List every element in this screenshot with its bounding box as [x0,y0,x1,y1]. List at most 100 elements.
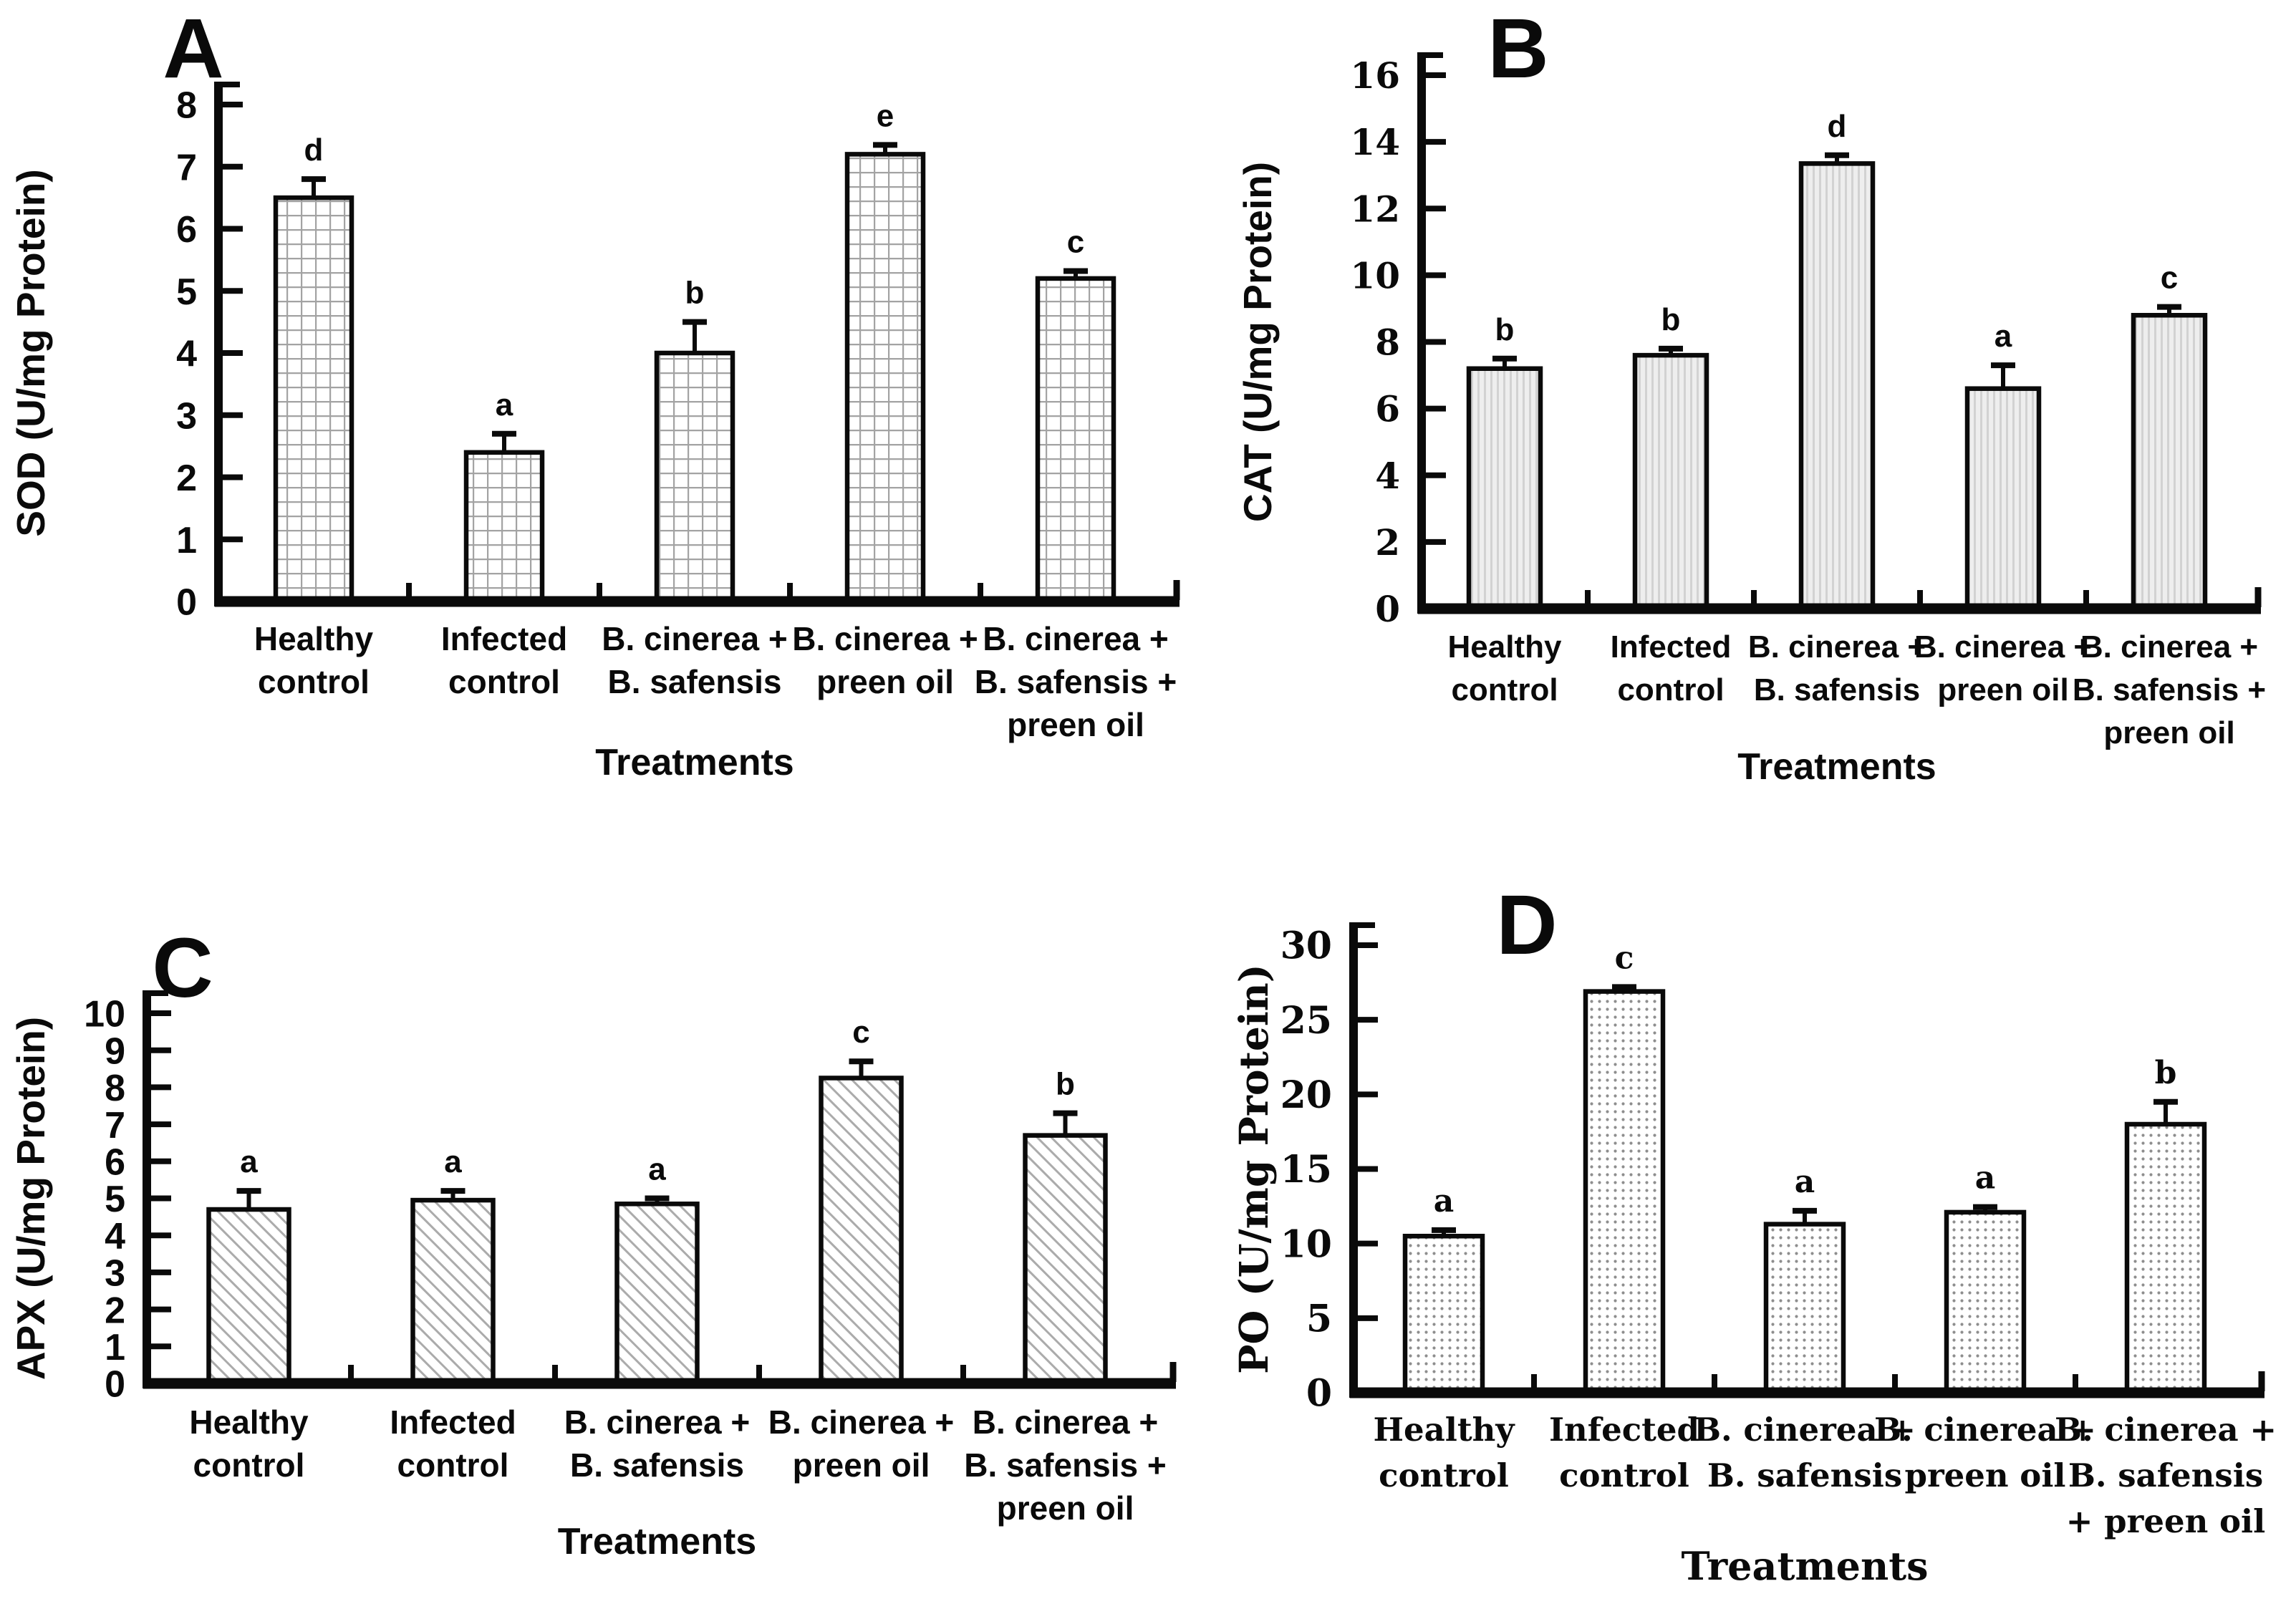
category-label-line: control [258,663,370,700]
bar [2131,313,2208,612]
significance-letter: b [1661,302,1681,337]
y-tick-label: 10 [1280,1222,1332,1266]
x-axis-title: Treatments [558,1521,756,1562]
category-label-line: Healthy [1448,629,1562,665]
significance-letter: d [1828,109,1847,144]
bar [463,450,545,604]
category-label-line: control [193,1446,305,1484]
y-tick-label: 10 [1350,254,1400,296]
bar [1763,1222,1846,1396]
y-axis-title: APX (U/mg Protein) [9,1017,53,1380]
y-tick-label: 7 [105,1105,125,1146]
y-tick-label: 8 [105,1068,125,1109]
category-label-line: B. cinerea + [792,620,978,657]
category-label-line: B. safensis + [964,1446,1167,1484]
significance-letter: d [304,132,324,168]
significance-letter: a [1994,319,2012,354]
significance-letter: a [444,1144,462,1179]
panel-A: A 0 1 2 3 4 5 6 7 8 SOD (U/mg Protein) d Healthy cont… [0,0,1217,816]
bar [1466,366,1543,612]
y-tick-label: 10 [84,994,125,1035]
significance-letter: b [685,276,705,311]
significance-letter: b [1495,312,1515,347]
significance-letter: c [1615,939,1634,976]
category-label-line: Infected [441,620,567,657]
category-label-line: B. cinerea + [1748,629,1926,665]
y-tick-label: 14 [1350,121,1400,163]
y-tick-label: 5 [105,1179,125,1220]
y-tick-label: 9 [105,1030,125,1072]
y-tick-label: 0 [105,1364,125,1406]
category-label-line: Healthy [1373,1411,1515,1449]
significance-letter: a [1434,1183,1455,1219]
significance-letter: e [877,98,894,133]
y-axis-title: SOD (U/mg Protein) [9,169,53,536]
y-tick-label: 0 [1306,1372,1332,1416]
bar [1964,386,2042,612]
y-axis-title: CAT (U/mg Protein) [1235,162,1280,522]
bar [1023,1133,1108,1386]
bar [410,1197,496,1386]
y-tick-label: 6 [176,209,197,251]
y-tick-label: 15 [1280,1148,1332,1192]
category-label-line: preen oil [1937,672,2068,707]
bar [654,350,735,604]
category-label-line: preen oil [793,1446,930,1484]
significance-letter: a [496,387,513,422]
y-tick-label: 0 [1375,588,1400,630]
category-label-line: B. cinerea + [1914,629,2092,665]
category-label-line: B. cinerea + [564,1403,751,1441]
bar [1402,1234,1485,1396]
x-axis-title: Treatments [1737,746,1936,788]
category-label-line: B. safensis [1754,672,1920,707]
category-label-line: B. cinerea + [973,1403,1159,1441]
bar [1632,352,1709,612]
category-label-line: + preen oil [2066,1502,2265,1540]
bar [206,1207,291,1386]
y-tick-label: 1 [105,1327,125,1368]
bar [1035,276,1116,604]
category-label-line: B. safensis + [2073,672,2266,707]
category-label-line: control [1451,672,1558,707]
y-tick-label: 6 [1375,388,1400,430]
bar [844,152,926,604]
bar [273,195,354,604]
category-label-line: B. safensis + [975,663,1177,700]
y-tick-label: 4 [1375,455,1400,497]
y-tick-label: 16 [1350,54,1400,97]
y-tick-label: 8 [1375,322,1400,364]
x-axis-title: Treatments [1681,1543,1928,1589]
significance-letter: a [240,1144,258,1179]
bar [2124,1121,2207,1396]
category-label-line: preen oil [997,1489,1134,1527]
category-label-line: B. safensis [2068,1456,2263,1494]
category-label-line: Infected [1549,1411,1699,1449]
category-label-line: control [397,1446,509,1484]
significance-letter: c [2161,261,2178,296]
significance-letter: a [648,1152,666,1187]
y-tick-label: 8 [176,85,197,127]
y-tick-label: 0 [176,582,197,624]
bar [614,1202,700,1386]
category-label-line: B. cinerea + [983,620,1169,657]
y-tick-label: 2 [1375,521,1400,564]
y-tick-label: 30 [1280,924,1332,968]
y-tick-label: 5 [176,271,197,313]
category-label-line: preen oil [1904,1456,2065,1494]
y-tick-label: 2 [176,458,197,499]
bar [1944,1209,2027,1396]
y-tick-label: 4 [105,1216,125,1257]
category-label-line: Healthy [254,620,374,657]
category-label-line: preen oil [816,663,954,700]
panel-letter: B [1487,1,1548,96]
category-label-line: control [448,663,560,700]
category-label-line: Infected [390,1403,516,1441]
panel-B: B 0 2 4 6 8 10 12 14 16 CAT (U/mg Protein) b Healthy… [1217,0,2296,816]
category-label-line: B. cinerea + [1694,1411,1916,1449]
y-tick-label: 2 [105,1290,125,1331]
bar [819,1076,904,1386]
y-tick-label: 6 [105,1142,125,1184]
